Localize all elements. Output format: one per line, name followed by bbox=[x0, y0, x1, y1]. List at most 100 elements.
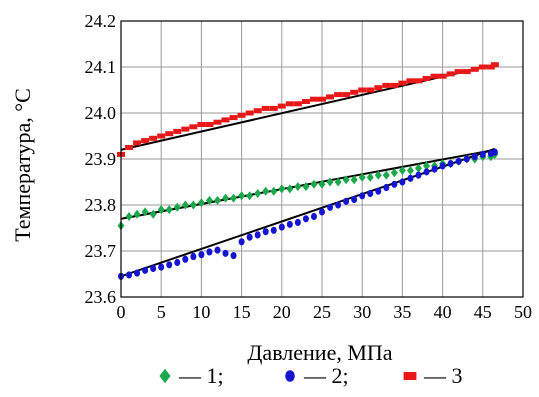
series-2-point bbox=[351, 195, 358, 204]
x-tick-label: 50 bbox=[514, 302, 532, 322]
series-2-point bbox=[335, 201, 342, 209]
series-1-fit-line bbox=[120, 148, 496, 220]
series-3-point bbox=[486, 64, 495, 70]
series-1-point bbox=[414, 163, 422, 173]
legend-label-3: — 3 bbox=[423, 363, 463, 388]
series-1-point bbox=[390, 168, 398, 178]
series-2-point bbox=[166, 261, 173, 269]
x-tick-label: 20 bbox=[273, 302, 291, 322]
series-3-point bbox=[382, 82, 391, 88]
series-2-point bbox=[399, 178, 406, 186]
series-2-point bbox=[230, 252, 237, 260]
series-3-fit-line bbox=[120, 63, 496, 151]
series-2-point bbox=[286, 220, 293, 228]
x-tick-labels: 0 5 10 15 20 25 30 35 40 45 50 bbox=[117, 302, 533, 322]
x-axis-title: Давление, МПа bbox=[247, 340, 392, 365]
series-2-point bbox=[391, 180, 398, 188]
series-3-point bbox=[446, 71, 455, 77]
series-3-point bbox=[269, 105, 278, 111]
series-1-point bbox=[318, 179, 326, 189]
series-3-point bbox=[237, 112, 246, 118]
x-tick-label: 40 bbox=[434, 302, 452, 322]
legend-label-1: — 1; bbox=[178, 363, 224, 388]
series-3-point bbox=[390, 82, 399, 88]
series-3-point bbox=[374, 85, 383, 91]
series-3-point bbox=[229, 115, 238, 121]
series-2-point bbox=[262, 228, 269, 236]
chart-legend: — 1; — 2; — 3 bbox=[159, 363, 463, 388]
y-tick-label: 23.8 bbox=[85, 195, 117, 215]
series-3-point bbox=[422, 76, 431, 81]
plot-frame bbox=[120, 20, 524, 298]
series-1-point bbox=[302, 182, 310, 192]
series-3-point bbox=[406, 78, 415, 84]
y-tick-labels: 23.6 23.7 23.8 23.9 24.0 24.1 24.2 bbox=[85, 11, 117, 307]
series-1-point bbox=[358, 172, 366, 182]
series-3-point bbox=[398, 80, 407, 86]
series-2-point bbox=[319, 208, 325, 216]
series-1-point bbox=[213, 195, 221, 205]
data-points bbox=[117, 62, 499, 280]
series-3-point bbox=[189, 124, 198, 130]
series-1-point bbox=[149, 209, 157, 219]
legend-marker-3 bbox=[403, 372, 417, 380]
series-1-point bbox=[326, 177, 334, 187]
series-2-point bbox=[310, 212, 317, 221]
series-3-point bbox=[430, 73, 439, 79]
series-1-point bbox=[230, 193, 238, 203]
x-tick-label: 5 bbox=[157, 302, 166, 322]
x-tick-label: 0 bbox=[117, 302, 126, 322]
series-1-point bbox=[173, 202, 181, 212]
series-2-point bbox=[407, 174, 414, 182]
series-2-point bbox=[150, 264, 157, 273]
series-1-point bbox=[254, 189, 262, 198]
series-1-point bbox=[398, 166, 406, 175]
series-3-point bbox=[141, 138, 150, 144]
y-axis-title: Температура, °С bbox=[10, 88, 35, 242]
series-2-point bbox=[302, 215, 309, 223]
series-3-point bbox=[133, 140, 142, 146]
x-tick-label: 15 bbox=[233, 302, 251, 322]
series-2-point bbox=[383, 183, 390, 192]
series-2-point bbox=[463, 155, 470, 163]
series-2-point bbox=[423, 168, 430, 176]
series-3-point bbox=[414, 78, 423, 84]
series-3-point bbox=[261, 105, 270, 111]
series-1-point bbox=[278, 184, 286, 194]
series-1-point bbox=[334, 177, 342, 187]
series-1-point bbox=[197, 198, 205, 208]
series-1-point bbox=[423, 161, 431, 171]
series-2-point bbox=[431, 165, 438, 173]
series-3-point bbox=[285, 101, 294, 107]
series-3-point bbox=[478, 64, 487, 70]
series-2-point bbox=[158, 263, 165, 271]
x-tick-label: 45 bbox=[474, 302, 492, 322]
series-3-point bbox=[318, 96, 326, 102]
series-2-point bbox=[343, 197, 350, 205]
series-3-point bbox=[326, 94, 335, 100]
x-tick-label: 25 bbox=[313, 302, 331, 322]
legend-label-2: — 2; bbox=[303, 363, 349, 388]
series-3-point bbox=[221, 117, 230, 123]
series-2-point bbox=[415, 171, 422, 179]
series-2-points bbox=[118, 148, 498, 280]
series-3-point bbox=[149, 135, 158, 141]
series-1-points bbox=[117, 149, 499, 231]
series-1-point bbox=[350, 175, 358, 185]
y-tick-label: 23.9 bbox=[85, 149, 117, 169]
series-2-point bbox=[198, 251, 205, 259]
y-tick-label: 23.6 bbox=[85, 287, 117, 307]
series-2-fit-line bbox=[120, 147, 496, 278]
series-2-point bbox=[294, 218, 301, 227]
series-3-point bbox=[125, 145, 134, 150]
series-2-point bbox=[327, 203, 334, 211]
series-3-point bbox=[245, 110, 254, 116]
series-3-point bbox=[277, 103, 286, 109]
series-1-point bbox=[382, 170, 390, 180]
series-3-point bbox=[253, 108, 262, 114]
series-2-point bbox=[375, 187, 382, 195]
series-1-point bbox=[286, 184, 294, 194]
series-1-point bbox=[238, 191, 246, 201]
series-1-point bbox=[141, 207, 149, 217]
